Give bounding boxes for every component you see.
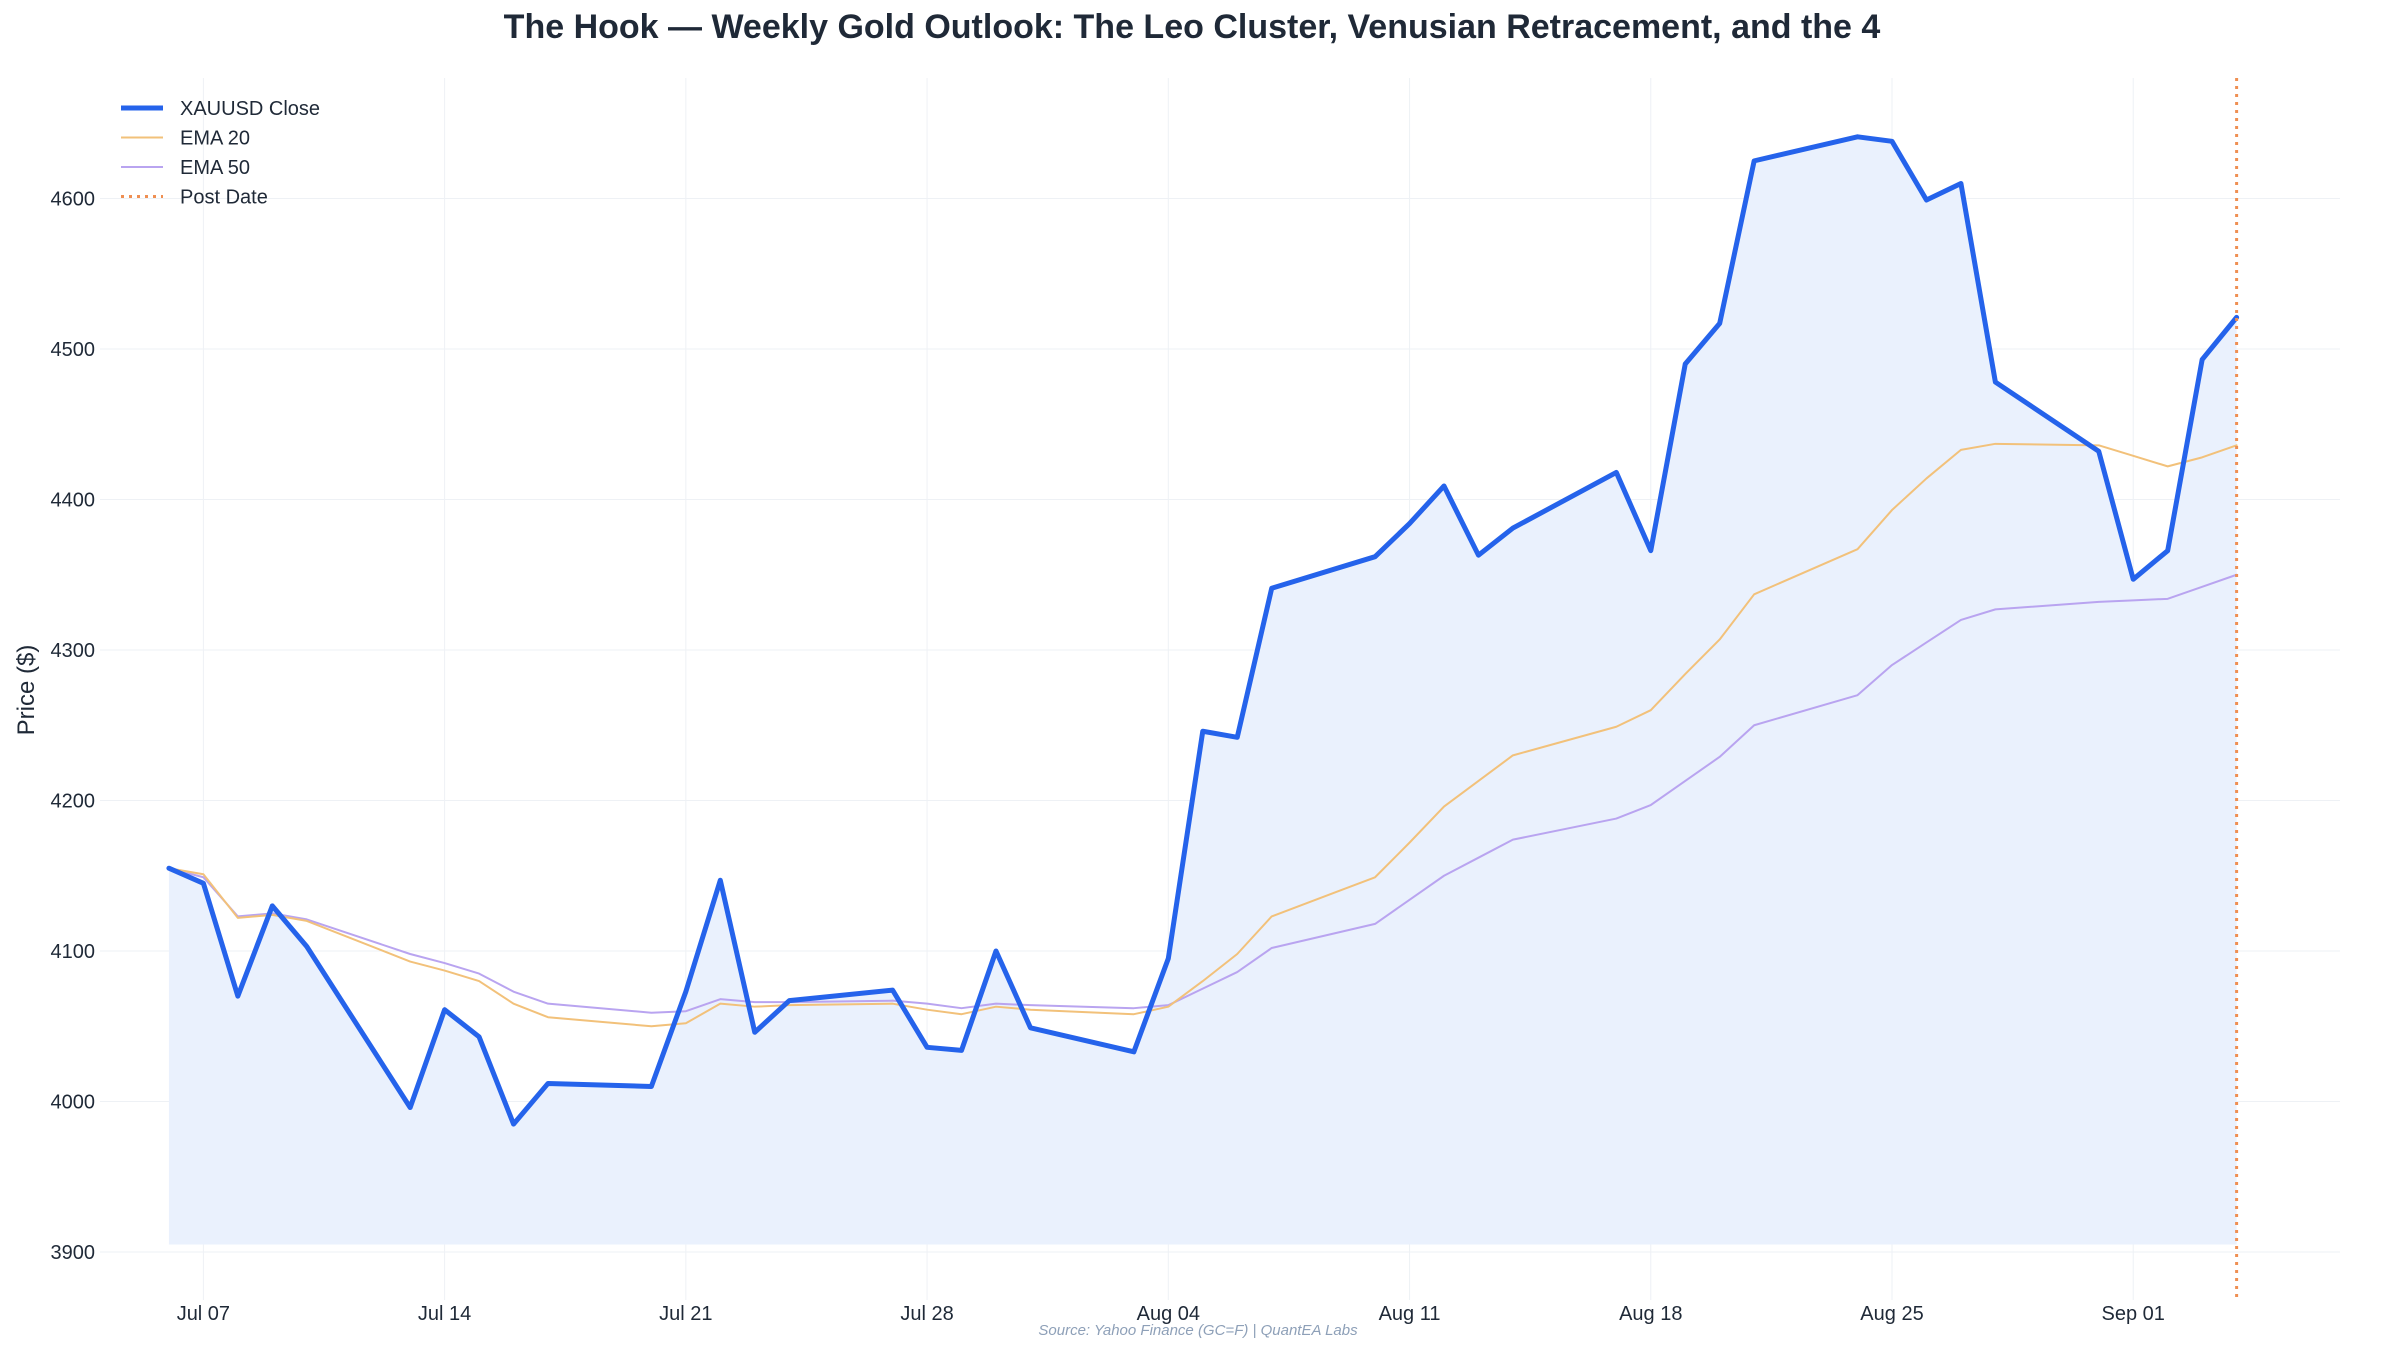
y-tick-label: 4400 — [51, 490, 96, 512]
chart-title: The Hook — Weekly Gold Outlook: The Leo … — [504, 8, 1881, 46]
series-line-ema-20 — [167, 442, 2238, 1028]
x-tick-label: Jul 28 — [900, 1303, 953, 1325]
y-tick-label: 4100 — [51, 941, 96, 963]
close-area-fill — [168, 136, 2237, 1245]
y-tick-label: 4300 — [51, 640, 96, 662]
series-line-xauusd-close — [166, 134, 2240, 1127]
legend: XAUUSD Close EMA 20 EMA 50 Post Date — [121, 98, 320, 209]
y-tick-label: 4500 — [51, 339, 96, 361]
x-tick-label: Jul 07 — [177, 1303, 230, 1325]
close-area — [168, 136, 2237, 1245]
legend-label: XAUUSD Close — [180, 98, 320, 120]
y-tick-label: 4000 — [51, 1092, 96, 1114]
x-tick-label: Aug 04 — [1137, 1303, 1200, 1325]
x-tick-label: Aug 25 — [1860, 1303, 1923, 1325]
y-tick-label: 4600 — [51, 189, 96, 211]
legend-label: EMA 50 — [180, 157, 250, 179]
x-axis-ticks: Jul 07 Jul 14 Jul 21 Jul 28 Aug 04 Aug 11 Aug … — [177, 1303, 2165, 1325]
x-tick-label: Jul 21 — [659, 1303, 712, 1325]
series-line-ema-50 — [167, 573, 2238, 1014]
series-lines — [166, 78, 2240, 1300]
legend-label: Post Date — [180, 187, 268, 209]
y-tick-label: 4200 — [51, 791, 96, 813]
y-tick-label: 3900 — [51, 1242, 96, 1264]
x-tick-label: Aug 11 — [1379, 1303, 1441, 1325]
x-tick-label: Sep 01 — [2102, 1303, 2165, 1325]
y-axis-ticks: 3900 4000 4100 4200 4300 4400 4500 4600 — [51, 189, 96, 1265]
x-tick-label: Jul 14 — [418, 1303, 471, 1325]
y-axis-label: Price ($) — [13, 645, 40, 736]
source-note: Source: Yahoo Finance (GC=F) | QuantEA L… — [1038, 1322, 1358, 1339]
legend-label: EMA 20 — [180, 128, 250, 150]
x-tick-label: Aug 18 — [1619, 1303, 1682, 1325]
